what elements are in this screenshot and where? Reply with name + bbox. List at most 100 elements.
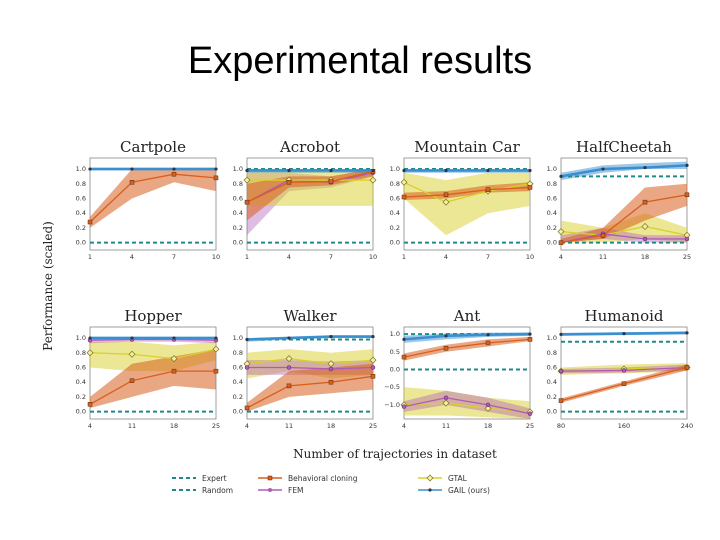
- panel-title-cartpole: Cartpole: [120, 138, 186, 156]
- ytick-label: 0.4: [390, 209, 400, 217]
- xtick-label: 18: [170, 422, 178, 430]
- xtick-label: 10: [369, 253, 377, 261]
- xtick-label: 1: [402, 253, 406, 261]
- ytick-label: 0.0: [390, 365, 400, 373]
- xtick-label: 160: [618, 422, 630, 430]
- xtick-label: 4: [402, 422, 406, 430]
- band-gtal: [404, 387, 530, 419]
- point-behavioral-cloning: [87, 402, 93, 407]
- xtick-label: 7: [172, 253, 176, 261]
- xtick-label: 18: [327, 422, 335, 430]
- band-behavioral-cloning: [247, 363, 373, 412]
- xtick-label: 4: [245, 422, 249, 430]
- point-gail-ours-: [559, 332, 563, 336]
- point-behavioral-cloning: [443, 192, 449, 198]
- band-behavioral-cloning: [561, 183, 687, 243]
- series-line-gail-ours-: [560, 164, 688, 178]
- xtick-label: 25: [212, 422, 220, 430]
- ytick-label: 0.8: [547, 180, 557, 188]
- band-behavioral-cloning: [404, 336, 530, 361]
- series-line-gail-ours-: [246, 335, 373, 341]
- point-gtal: [86, 349, 94, 357]
- legend-fem-marker: [268, 488, 272, 492]
- point-fem: [328, 366, 334, 372]
- ytick-label: 0.2: [390, 224, 400, 232]
- point-gail-ours-: [172, 336, 176, 340]
- point-gtal: [641, 222, 649, 230]
- point-gail-ours-: [245, 337, 249, 342]
- xtick-label: 80: [557, 422, 565, 430]
- point-gail-ours-: [371, 334, 375, 339]
- legend-gtal-label: GTAL: [448, 474, 468, 483]
- series-line-fem: [246, 172, 374, 203]
- panel-title-ant: Ant: [453, 307, 481, 325]
- ytick-label: 0.2: [76, 224, 86, 232]
- ytick-label: 0.8: [233, 180, 243, 188]
- point-behavioral-cloning: [171, 368, 177, 374]
- point-gtal: [128, 350, 136, 358]
- ytick-label: 0.2: [547, 224, 557, 232]
- point-behavioral-cloning: [401, 354, 407, 360]
- xtick-label: 4: [559, 253, 563, 261]
- point-gail-ours-: [622, 332, 626, 336]
- point-behavioral-cloning: [527, 185, 533, 190]
- point-gail-ours-: [444, 168, 448, 173]
- ytick-label: 0.6: [76, 363, 86, 371]
- band-behavioral-cloning: [247, 169, 373, 221]
- ytick-label: 0.0: [76, 239, 86, 247]
- point-gail-ours-: [486, 168, 490, 173]
- xtick-label: 240: [681, 422, 693, 430]
- ytick-label: 1.0: [390, 165, 400, 173]
- ytick-label: 0.2: [547, 393, 557, 401]
- point-gtal: [442, 399, 450, 407]
- point-behavioral-cloning: [171, 171, 177, 177]
- xtick-label: 11: [599, 253, 607, 261]
- slide-title: Experimental results: [187, 40, 533, 82]
- point-gtal: [484, 404, 492, 412]
- ytick-label: 0.4: [76, 378, 86, 386]
- xtick-label: 25: [683, 253, 691, 261]
- legend-gtal-marker: [426, 474, 434, 482]
- point-gail-ours-: [329, 168, 333, 173]
- ytick-label: 0.0: [76, 408, 86, 416]
- point-gail-ours-: [402, 337, 406, 341]
- point-behavioral-cloning: [558, 240, 564, 245]
- legend-expert-label: Expert: [202, 474, 227, 483]
- point-gail-ours-: [643, 165, 647, 170]
- ytick-label: 1.0: [76, 165, 86, 173]
- xtick-label: 18: [484, 422, 492, 430]
- band-behavioral-cloning: [90, 349, 216, 408]
- point-behavioral-cloning: [684, 365, 690, 370]
- point-gail-ours-: [214, 336, 218, 340]
- point-fem: [244, 365, 250, 370]
- xtick-label: 7: [329, 253, 333, 261]
- point-gtal: [369, 176, 377, 184]
- ytick-label: 0.0: [547, 408, 557, 416]
- point-gail-ours-: [88, 336, 92, 340]
- ytick-label: 0.6: [76, 194, 86, 202]
- point-behavioral-cloning: [213, 175, 219, 181]
- ytick-label: 0.0: [547, 239, 557, 247]
- ytick-label: 0.8: [233, 349, 243, 357]
- point-fem: [443, 395, 449, 401]
- ytick-label: 1.0: [547, 334, 557, 342]
- point-gtal: [243, 176, 251, 184]
- xtick-label: 1: [88, 253, 92, 261]
- x-axis-label: Number of trajectories in dataset: [293, 447, 497, 461]
- point-behavioral-cloning: [558, 398, 564, 403]
- point-fem: [286, 365, 292, 370]
- panel-title-acrobot: Acrobot: [279, 138, 340, 156]
- series-line-behavioral-cloning: [403, 338, 531, 358]
- xtick-label: 10: [526, 253, 534, 261]
- point-gail-ours-: [444, 334, 448, 338]
- ytick-label: 0.4: [547, 378, 557, 386]
- xtick-label: 11: [285, 422, 293, 430]
- point-gtal: [170, 355, 178, 363]
- point-behavioral-cloning: [485, 340, 491, 346]
- panel-title-mountain-car: Mountain Car: [414, 138, 520, 156]
- xtick-label: 25: [369, 422, 377, 430]
- point-behavioral-cloning: [621, 381, 627, 386]
- series-line-gtal: [403, 181, 531, 203]
- legend-fem-label: FEM: [288, 486, 304, 495]
- ytick-label: 0.6: [547, 194, 557, 202]
